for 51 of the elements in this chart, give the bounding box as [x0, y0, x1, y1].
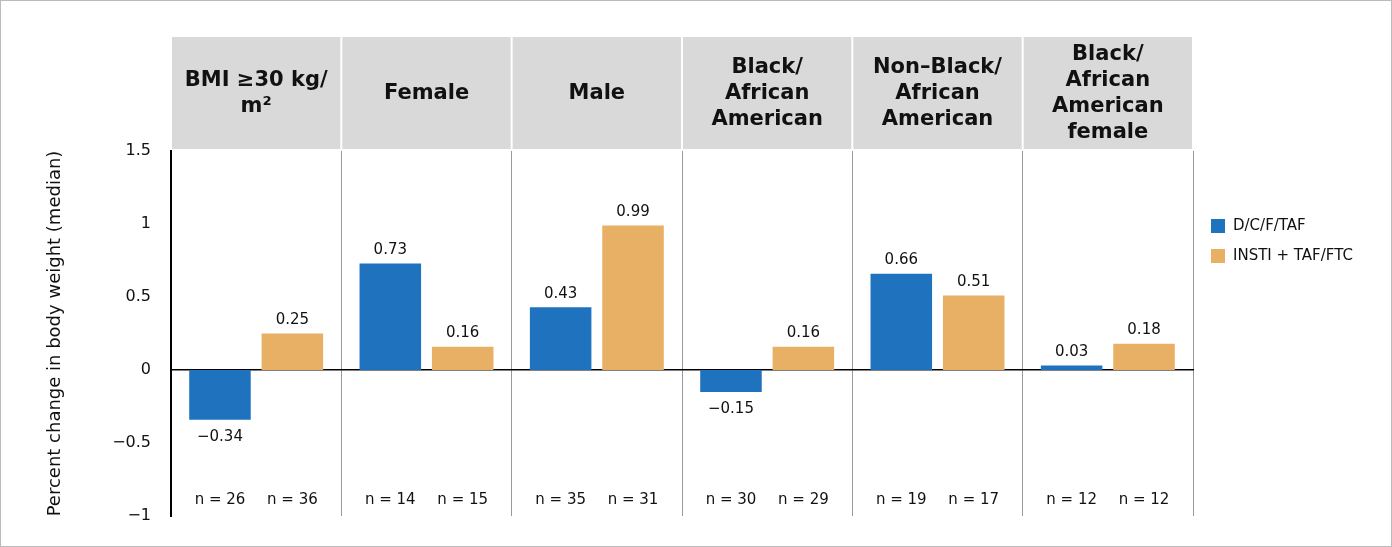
y-tick-label: 0 — [140, 359, 151, 379]
annotation: n = 17 — [948, 489, 1000, 508]
bar — [529, 307, 592, 370]
legend-label: D/C/F/TAF — [1233, 215, 1306, 234]
legend-label: INSTI + TAF/FTC — [1233, 245, 1353, 264]
data-label: 0.25 — [275, 309, 310, 328]
bar — [602, 225, 664, 370]
y-tick-label: −1 — [127, 505, 151, 525]
data-label: 0.66 — [884, 250, 919, 269]
bar — [772, 346, 835, 370]
data-label: 0.43 — [543, 283, 578, 302]
bar — [1113, 343, 1175, 370]
bar — [870, 273, 933, 370]
x-tick-label: BMI ≥30 kg/m² — [184, 67, 328, 118]
annotation: n = 29 — [778, 489, 829, 508]
annotation: n = 31 — [607, 489, 659, 508]
data-label: 0.99 — [616, 201, 650, 220]
annotation: n = 26 — [194, 489, 246, 508]
annotation: n = 36 — [267, 489, 318, 508]
annotation: n = 12 — [1118, 489, 1170, 508]
y-tick-label: 1.5 — [125, 140, 151, 160]
bar — [189, 370, 251, 420]
data-label: 0.18 — [1127, 320, 1161, 339]
bar — [261, 333, 324, 370]
data-label: −0.34 — [196, 427, 243, 446]
x-tick-label: Non–Black/African American — [873, 54, 1003, 131]
data-label: 0.16 — [445, 323, 480, 342]
x-tick-label: Black/African American female — [1052, 41, 1164, 144]
bar — [942, 295, 1005, 370]
bar — [1040, 365, 1103, 370]
annotation: n = 15 — [437, 489, 489, 508]
x-tick-label: Black/African American — [711, 54, 823, 131]
annotation: n = 30 — [705, 489, 757, 508]
y-tick-label: 1 — [140, 213, 151, 233]
data-label: −0.15 — [707, 399, 754, 418]
bar — [359, 263, 422, 370]
x-tick-label: Male — [568, 80, 626, 105]
y-tick-label: −0.5 — [112, 432, 151, 452]
annotation: n = 14 — [364, 489, 416, 508]
data-label: 0.73 — [373, 239, 408, 258]
y-tick-label: 0.5 — [125, 286, 151, 306]
annotation: n = 19 — [875, 489, 927, 508]
bar — [700, 370, 762, 392]
data-label: 0.16 — [786, 323, 821, 342]
x-tick-label: Female — [383, 80, 470, 105]
annotation: n = 35 — [535, 489, 586, 508]
annotation: n = 12 — [1046, 489, 1097, 508]
bar — [431, 346, 494, 370]
data-label: 0.03 — [1054, 342, 1089, 361]
data-label: 0.51 — [956, 271, 991, 290]
y-axis-title: Percent change in body weight (median) — [43, 150, 65, 517]
